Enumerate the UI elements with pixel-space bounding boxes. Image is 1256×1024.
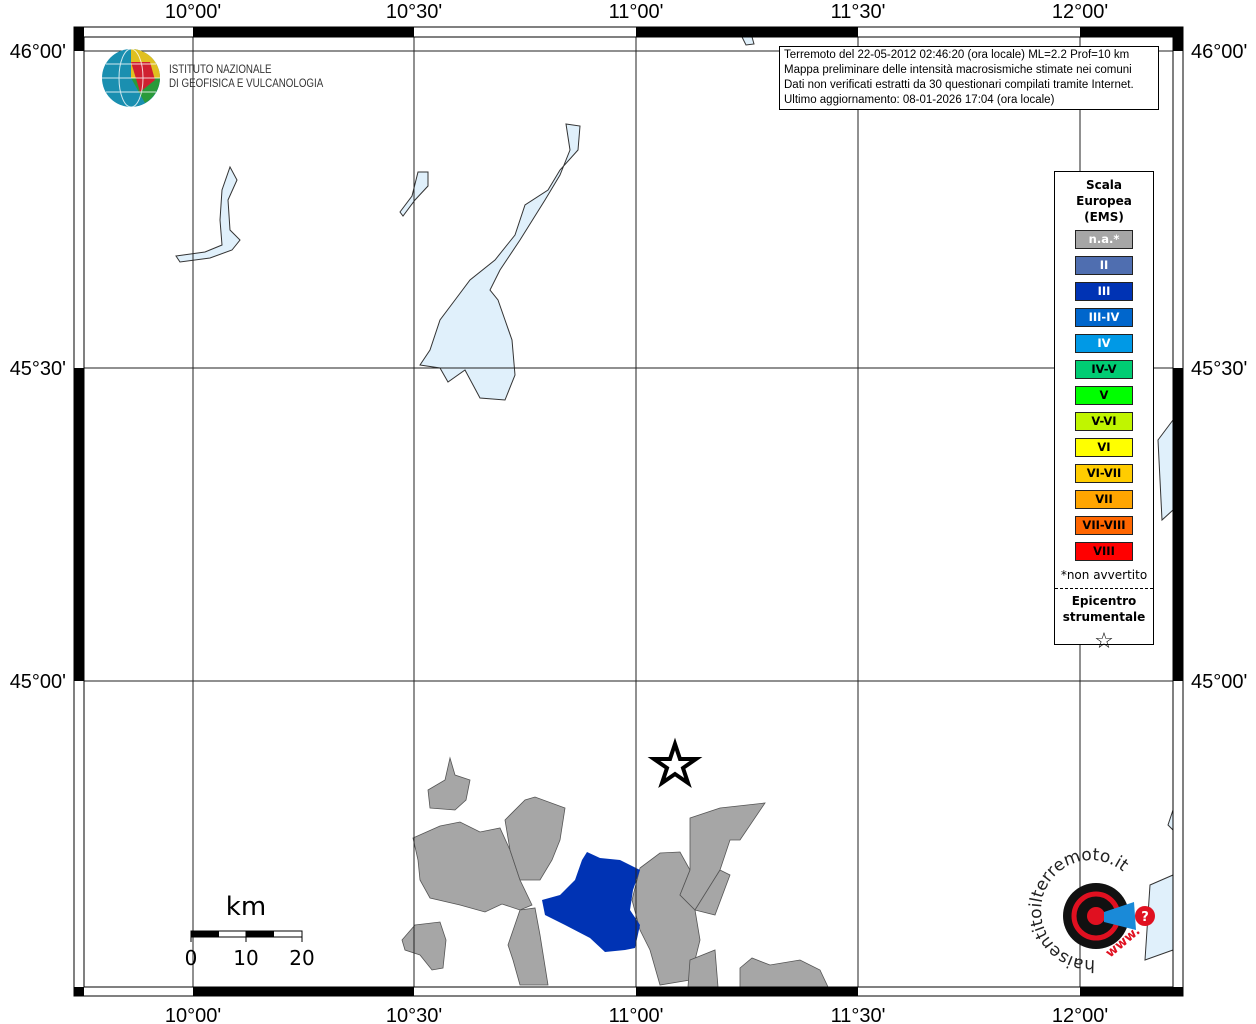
legend-epicenter-line: strumentale bbox=[1062, 610, 1146, 624]
legend-title-line: (EMS) bbox=[1084, 210, 1124, 224]
legend-swatch: VIII bbox=[1075, 542, 1133, 561]
ingv-line-1: ISTITUTO NAZIONALE bbox=[169, 64, 272, 76]
legend-swatch: VI bbox=[1075, 438, 1133, 457]
svg-text:45°00': 45°00' bbox=[1191, 671, 1247, 693]
svg-text:12°00': 12°00' bbox=[1052, 1005, 1108, 1024]
scale-unit: km bbox=[226, 892, 266, 922]
longitude-labels-bottom: 10°00' 10°30' 11°00' 11°30' 12°00' bbox=[165, 1005, 1108, 1024]
coast-south-east bbox=[1144, 809, 1174, 961]
info-line-description: Mappa preliminare delle intensità macros… bbox=[784, 64, 1132, 76]
legend-swatch: IV bbox=[1075, 334, 1133, 353]
legend-swatch: VII-VIII bbox=[1075, 516, 1133, 535]
legend-swatch: n.a.* bbox=[1075, 230, 1133, 249]
svg-text:11°30': 11°30' bbox=[831, 1, 886, 23]
ingv-line-2: DI GEOFISICA E VULCANOLOGIA bbox=[169, 78, 324, 90]
ingv-globe-logo bbox=[102, 48, 160, 108]
municipality-intensity-III bbox=[542, 852, 640, 952]
svg-text:12°00': 12°00' bbox=[1052, 1, 1108, 23]
legend-title: Scala Europea (EMS) bbox=[1055, 177, 1153, 225]
info-line-event: Terremoto del 22-05-2012 02:46:20 (ora l… bbox=[784, 49, 1130, 61]
legend-epicenter-line: Epicentro bbox=[1071, 594, 1137, 608]
info-line-updated: Ultimo aggiornamento: 08-01-2026 17:04 (… bbox=[784, 94, 1055, 106]
scale-label-10: 10 bbox=[233, 946, 258, 970]
lake-iseo bbox=[175, 165, 241, 263]
latitude-labels-left: 46°00' 45°30' 45°00' bbox=[10, 41, 66, 693]
svg-text:11°00': 11°00' bbox=[609, 1005, 664, 1024]
latitude-labels-right: 46°00' 45°30' 45°00' bbox=[1191, 41, 1247, 693]
legend-swatch: III bbox=[1075, 282, 1133, 301]
longitude-labels-top: 10°00' 10°30' 11°00' 11°30' 12°00' bbox=[165, 1, 1108, 23]
svg-text:11°00': 11°00' bbox=[609, 1, 664, 23]
legend-note: *non avvertito bbox=[1060, 568, 1148, 582]
svg-text:10°00': 10°00' bbox=[165, 1005, 221, 1024]
ems-legend: Scala Europea (EMS) n.a.* II III III-IV IV IV… bbox=[1054, 171, 1154, 654]
hsit-logo: ? haisentitoilterremoto.it www. bbox=[1026, 845, 1155, 975]
legend-swatch: VII bbox=[1075, 490, 1133, 509]
svg-text:45°30': 45°30' bbox=[1191, 358, 1247, 380]
legend-title-line: Europea bbox=[1076, 194, 1132, 208]
svg-text:10°30': 10°30' bbox=[386, 1, 442, 23]
legend-swatch: VI-VII bbox=[1075, 464, 1133, 483]
scale-label-20: 20 bbox=[289, 946, 314, 970]
legend-swatch: IV-V bbox=[1075, 360, 1133, 379]
legend-epicenter-label: Epicentro strumentale bbox=[1055, 593, 1153, 625]
legend-swatch: V bbox=[1075, 386, 1133, 405]
legend-items: n.a.* II III III-IV IV IV-V V V-VI VI VI-VII VII VI… bbox=[1055, 230, 1153, 561]
ingv-logo-text: ISTITUTO NAZIONALE DI GEOFISICA E VULCAN… bbox=[169, 63, 323, 91]
svg-text:46°00': 46°00' bbox=[1191, 41, 1247, 63]
earthquake-info-box: Terremoto del 22-05-2012 02:46:20 (ora l… bbox=[779, 46, 1159, 110]
info-line-data-source: Dati non verificati estratti da 30 quest… bbox=[784, 79, 1134, 91]
svg-text:?: ? bbox=[1141, 910, 1149, 925]
scale-bar: km 0 10 20 bbox=[185, 892, 315, 970]
graticule bbox=[84, 37, 1173, 987]
epicenter-star-icon bbox=[647, 737, 703, 789]
legend-swatch: V-VI bbox=[1075, 412, 1133, 431]
svg-text:45°30': 45°30' bbox=[10, 358, 66, 380]
map-frame bbox=[73, 26, 1184, 997]
legend-divider bbox=[1055, 588, 1153, 589]
svg-text:45°00': 45°00' bbox=[10, 671, 66, 693]
legend-title-line: Scala bbox=[1085, 178, 1123, 192]
lagoon-coast bbox=[1157, 418, 1174, 522]
municipalities-not-felt bbox=[401, 756, 829, 988]
svg-text:11°30': 11°30' bbox=[831, 1005, 886, 1024]
svg-text:10°30': 10°30' bbox=[386, 1005, 442, 1024]
legend-swatch: II bbox=[1075, 256, 1133, 275]
svg-text:46°00': 46°00' bbox=[10, 41, 66, 63]
lake-garda bbox=[419, 123, 581, 401]
legend-swatch: III-IV bbox=[1075, 308, 1133, 327]
scale-label-0: 0 bbox=[185, 946, 198, 970]
lake-small bbox=[741, 36, 755, 46]
star-outline-icon: ☆ bbox=[1094, 629, 1114, 654]
svg-text:10°00': 10°00' bbox=[165, 1, 221, 23]
